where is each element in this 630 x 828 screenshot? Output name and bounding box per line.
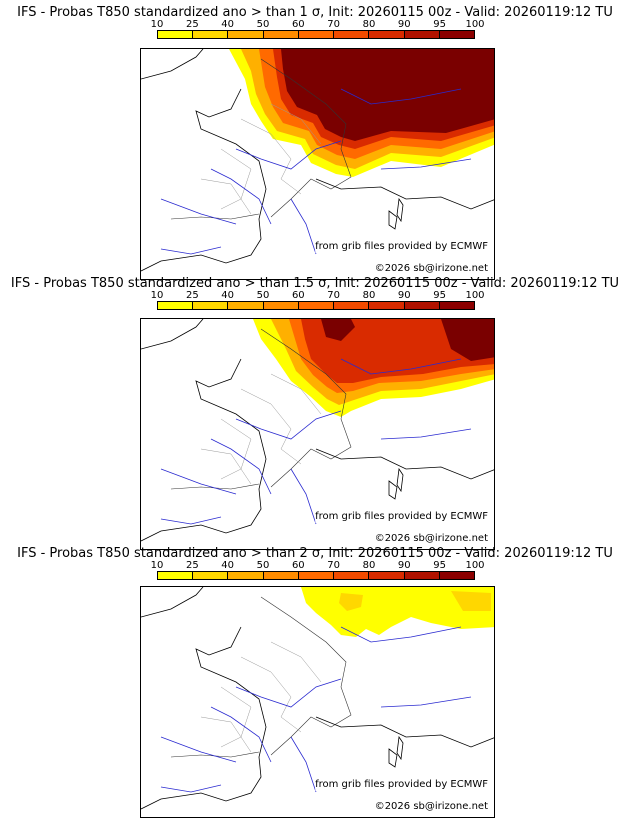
colorscale-cell (298, 302, 335, 309)
colorscale-bar (157, 571, 475, 580)
country-borders (170, 596, 352, 758)
panel-title: IFS - Probas T850 standardized ano > tha… (17, 546, 613, 561)
scale-label: 90 (397, 19, 411, 30)
colorscale-cell (228, 572, 264, 579)
probability-area (339, 591, 491, 611)
probability-area (321, 319, 494, 361)
scale-label: 60 (291, 560, 305, 571)
colorscale-cell (263, 302, 299, 309)
scale-label: 50 (256, 290, 270, 301)
probability-area (281, 49, 494, 141)
colorscale-cell (228, 302, 264, 309)
colorscale-cell (334, 572, 370, 579)
scale-label: 95 (433, 19, 446, 30)
colorscale-cell (369, 572, 405, 579)
scale-label: 95 (433, 290, 446, 301)
colorscale-labels: 10 25 40 50 60 70 80 90 95 100 (151, 290, 485, 301)
scale-label: 50 (256, 19, 270, 30)
colorscale-bar (157, 301, 475, 310)
scale-label: 95 (433, 560, 446, 571)
colorscale-cell (439, 302, 474, 309)
colorscale-cell (404, 572, 440, 579)
scale-label: 25 (185, 560, 199, 571)
scale-label: 10 (150, 560, 164, 571)
scale-label: 40 (221, 560, 235, 571)
colorscale-cell (298, 572, 335, 579)
colorscale-cell (334, 302, 370, 309)
colorscale-cell (298, 31, 335, 38)
scale-label: 60 (291, 19, 305, 30)
colorscale-cell (158, 31, 194, 38)
colorscale-cell (193, 572, 229, 579)
scale-label: 40 (221, 19, 235, 30)
regional-borders (200, 373, 322, 485)
scale-label: 70 (327, 19, 341, 30)
coastline (141, 587, 494, 810)
copyright-credit: ©2026 sb@irizone.net (374, 263, 488, 275)
colorscale-bar (157, 30, 475, 39)
colorscale-cell (334, 31, 370, 38)
colorscale-cell (158, 302, 194, 309)
colorscale-cell (369, 31, 405, 38)
scale-label: 50 (256, 560, 270, 571)
rivers (160, 626, 472, 793)
coastline (141, 319, 494, 542)
scale-label: 80 (362, 19, 376, 30)
colorscale-cell (369, 302, 405, 309)
colorscale-labels: 10 25 40 50 60 70 80 90 95 100 (151, 19, 485, 30)
map-panel-1sigma: IFS - Probas T850 standardized ano > tha… (0, 5, 630, 280)
colorscale-cell (263, 31, 299, 38)
scale-label: 25 (185, 290, 199, 301)
map-canvas (141, 49, 494, 272)
scale-label: 100 (465, 19, 485, 30)
colorscale-cell (193, 31, 229, 38)
source-credit: from grib files provided by ECMWF (315, 511, 488, 523)
rivers (160, 358, 472, 525)
scale-label: 10 (150, 290, 164, 301)
source-credit: from grib files provided by ECMWF (315, 779, 488, 791)
colorscale-cell (158, 572, 194, 579)
scale-label: 70 (327, 560, 341, 571)
scale-label: 10 (150, 19, 164, 30)
colorscale-cell (193, 302, 229, 309)
colorscale-cell (228, 31, 264, 38)
regional-borders (200, 103, 322, 215)
copyright-credit: ©2026 sb@irizone.net (374, 533, 488, 545)
map-panel-1-5sigma: IFS - Probas T850 standardized ano > tha… (0, 276, 630, 550)
map-panel-2sigma: IFS - Probas T850 standardized ano > tha… (0, 546, 630, 818)
colorscale-labels: 10 25 40 50 60 70 80 90 95 100 (151, 560, 485, 571)
map-canvas (141, 587, 494, 810)
source-credit: from grib files provided by ECMWF (315, 241, 488, 253)
copyright-credit: ©2026 sb@irizone.net (374, 801, 488, 813)
colorscale-cell (439, 31, 474, 38)
scale-label: 100 (465, 290, 485, 301)
colorscale-cell (263, 572, 299, 579)
panel-title: IFS - Probas T850 standardized ano > tha… (17, 5, 613, 20)
panel-title: IFS - Probas T850 standardized ano > tha… (10, 276, 620, 291)
scale-label: 70 (327, 290, 341, 301)
scale-label: 25 (185, 19, 199, 30)
scale-label: 60 (291, 290, 305, 301)
colorscale-cell (439, 572, 474, 579)
scale-label: 80 (362, 290, 376, 301)
scale-label: 80 (362, 560, 376, 571)
probability-map: from grib files provided by ECMWF ©2026 … (140, 48, 495, 280)
coastline (141, 49, 494, 272)
map-canvas (141, 319, 494, 542)
scale-label: 90 (397, 290, 411, 301)
probability-map: from grib files provided by ECMWF ©2026 … (140, 318, 495, 550)
scale-label: 90 (397, 560, 411, 571)
scale-label: 100 (465, 560, 485, 571)
rivers (160, 88, 472, 255)
probability-map: from grib files provided by ECMWF ©2026 … (140, 586, 495, 818)
probability-area (301, 319, 494, 383)
colorscale-cell (404, 302, 440, 309)
scale-label: 40 (221, 290, 235, 301)
regional-borders (200, 641, 322, 753)
colorscale-cell (404, 31, 440, 38)
